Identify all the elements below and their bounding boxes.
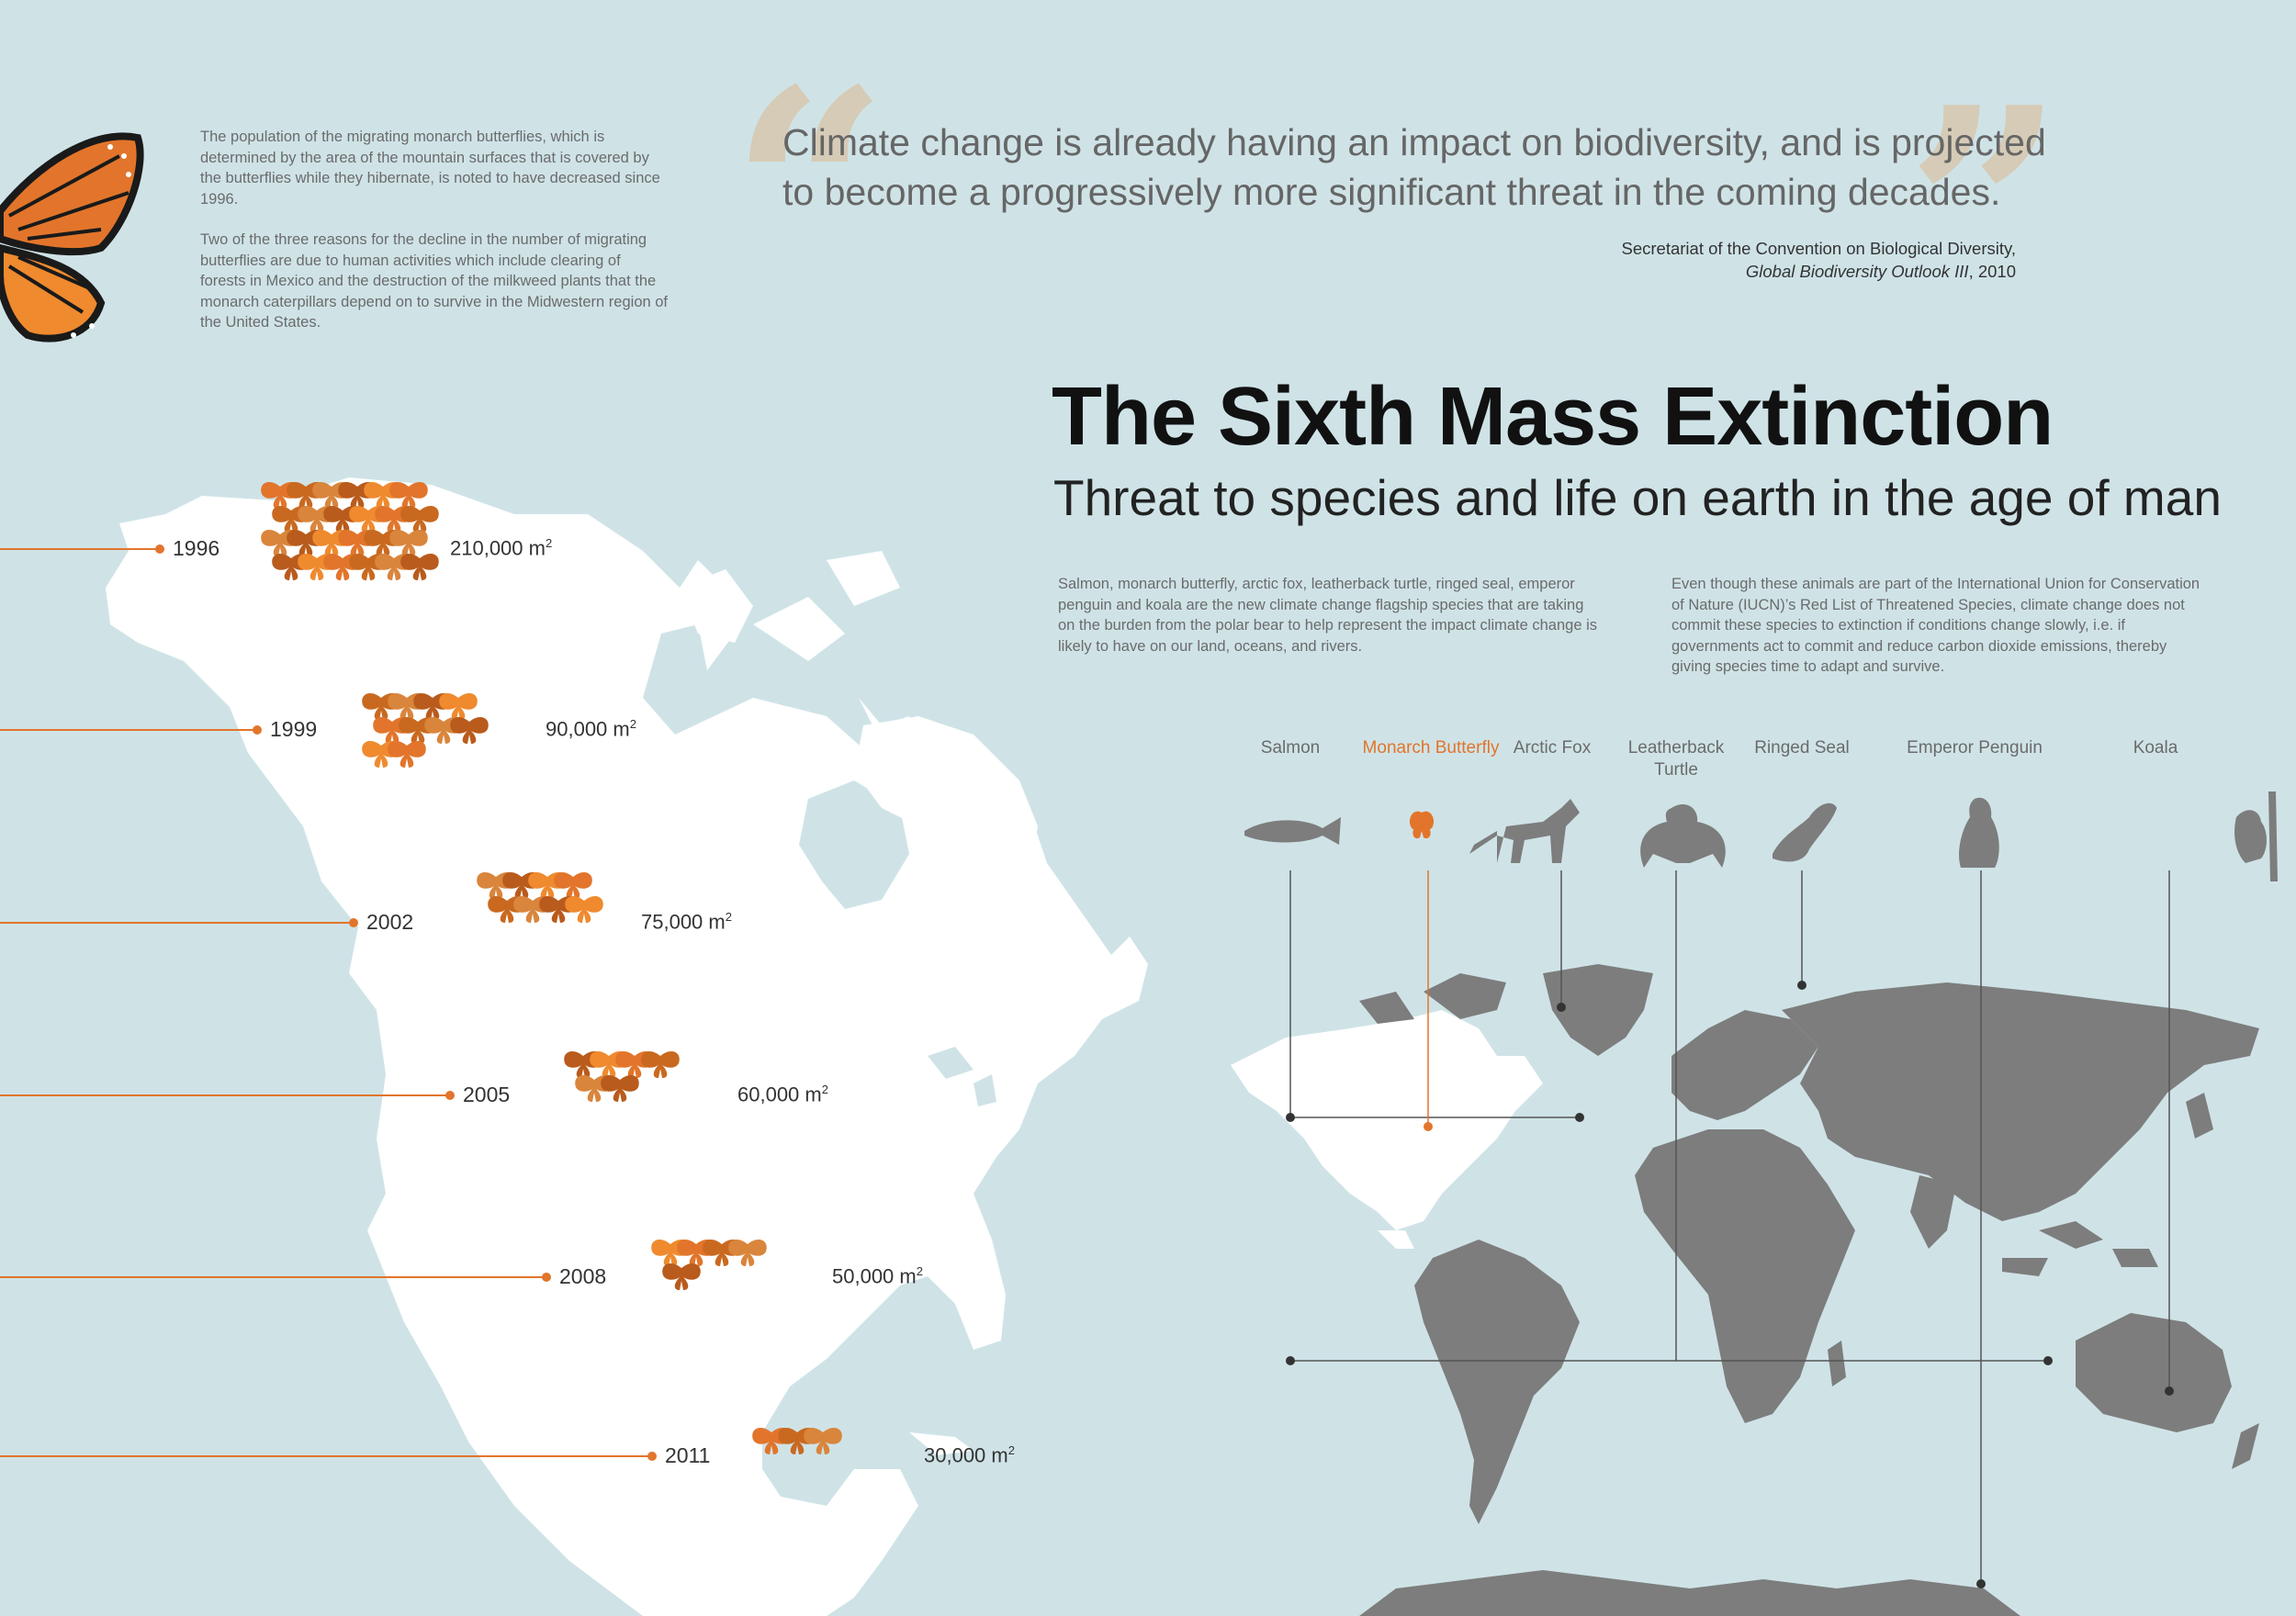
timeline-dot bbox=[349, 918, 358, 927]
butterfly-mark bbox=[804, 1427, 842, 1454]
species-label-butterfly: Monarch Butterfly bbox=[1362, 738, 1500, 758]
timeline-dot bbox=[647, 1452, 657, 1461]
butterfly-mark bbox=[662, 1262, 701, 1290]
intro-paragraph-1: The population of the migrating monarch … bbox=[200, 129, 660, 208]
area-unit-exponent: 2 bbox=[916, 1264, 923, 1278]
timeline-area: 60,000 m2 bbox=[737, 1083, 828, 1106]
area-value: 30,000 m bbox=[924, 1443, 1008, 1467]
species-label-penguin: Emperor Penguin bbox=[1907, 738, 2043, 758]
seal-icon bbox=[1773, 802, 1837, 862]
attribution-year: , 2010 bbox=[1968, 262, 2016, 281]
species-label-salmon: Salmon bbox=[1260, 738, 1321, 758]
area-value: 50,000 m bbox=[832, 1264, 917, 1288]
iucn-paragraph: Even though these animals are part of th… bbox=[1671, 574, 2204, 678]
butterfly-mark bbox=[389, 529, 428, 556]
area-value: 60,000 m bbox=[737, 1083, 822, 1106]
attribution-source: Global Biodiversity Outlook III bbox=[1745, 262, 1969, 281]
species-icons bbox=[1244, 791, 2278, 881]
salmon-icon bbox=[1244, 817, 1341, 845]
page-subtitle: Threat to species and life on earth in t… bbox=[1053, 469, 2222, 526]
intro-text: The population of the migrating monarch … bbox=[200, 127, 669, 354]
area-unit-exponent: 2 bbox=[821, 1083, 828, 1096]
timeline-year: 1996 bbox=[173, 536, 220, 560]
timeline-graphics bbox=[0, 481, 842, 1461]
area-unit-exponent: 2 bbox=[725, 910, 732, 924]
timeline-area: 50,000 m2 bbox=[832, 1264, 923, 1288]
butterfly-mark bbox=[641, 1050, 680, 1078]
area-unit-exponent: 2 bbox=[545, 536, 553, 550]
timeline-area: 75,000 m2 bbox=[641, 910, 732, 934]
butterfly-icon bbox=[1409, 811, 1435, 839]
timeline-dot bbox=[445, 1091, 455, 1100]
world-map bbox=[1231, 964, 2259, 1616]
species-label-seal: Ringed Seal bbox=[1754, 738, 1850, 758]
north-america-map bbox=[106, 477, 1148, 1616]
timeline-year: 2008 bbox=[559, 1264, 607, 1288]
area-value: 210,000 m bbox=[450, 536, 546, 560]
butterfly-mark bbox=[400, 553, 439, 580]
timeline-dot bbox=[155, 544, 164, 554]
butterfly-mark bbox=[601, 1074, 639, 1102]
timeline-year: 2005 bbox=[463, 1083, 511, 1106]
timeline-year: 2002 bbox=[366, 910, 414, 934]
attribution-line: Secretariat of the Convention on Biologi… bbox=[1621, 239, 2016, 258]
area-unit-exponent: 2 bbox=[629, 717, 636, 731]
butterfly-mark bbox=[389, 481, 428, 509]
butterfly-mark bbox=[728, 1239, 767, 1266]
butterfly-mark bbox=[565, 895, 603, 923]
area-value: 90,000 m bbox=[546, 717, 630, 741]
butterfly-mark bbox=[439, 692, 478, 720]
intro-paragraph-2: Two of the three reasons for the decline… bbox=[200, 231, 669, 331]
timeline-area: 210,000 m2 bbox=[450, 536, 552, 560]
flagship-species-paragraph: Salmon, monarch butterfly, arctic fox, l… bbox=[1058, 576, 1598, 655]
turtle-icon bbox=[1640, 803, 1726, 868]
open-quote-mark: “ bbox=[730, 28, 889, 353]
arctic-fox-icon bbox=[1469, 799, 1580, 863]
species-label-koala: Koala bbox=[2133, 738, 2178, 758]
species-label-turtle: Leatherback Turtle bbox=[1627, 738, 1725, 780]
monarch-butterfly-illustration bbox=[0, 132, 144, 342]
timeline-area: 90,000 m2 bbox=[546, 717, 636, 741]
close-quote-mark: ” bbox=[1906, 47, 2065, 371]
quote-attribution: Secretariat of the Convention on Biologi… bbox=[1304, 237, 2016, 283]
page-title: The Sixth Mass Extinction bbox=[1052, 371, 2054, 463]
timeline-year: 1999 bbox=[270, 717, 318, 741]
butterfly-mark bbox=[388, 740, 426, 768]
timeline-dot bbox=[253, 725, 262, 735]
area-value: 75,000 m bbox=[641, 910, 726, 934]
butterfly-mark bbox=[450, 716, 489, 744]
koala-icon bbox=[2268, 791, 2278, 881]
penguin-icon bbox=[1959, 797, 1999, 868]
timeline-year: 2011 bbox=[665, 1443, 711, 1467]
iucn-paragraph-text: Even though these animals are part of th… bbox=[1671, 576, 2200, 675]
quote-text: Climate change is already having an impa… bbox=[782, 121, 2046, 213]
timeline-dot bbox=[542, 1273, 551, 1282]
area-unit-exponent: 2 bbox=[1007, 1443, 1015, 1457]
butterfly-mark bbox=[400, 505, 439, 533]
butterfly-mark bbox=[554, 871, 592, 899]
koala-body bbox=[2234, 810, 2267, 863]
timeline-area: 30,000 m2 bbox=[924, 1443, 1015, 1467]
species-label-arctic-fox: Arctic Fox bbox=[1513, 738, 1592, 758]
